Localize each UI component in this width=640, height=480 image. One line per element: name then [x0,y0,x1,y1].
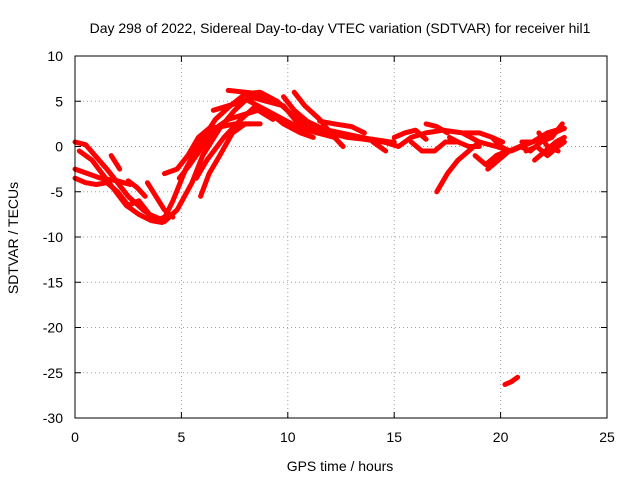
series-track-24 [434,139,482,195]
y-axis-label: SDTVAR / TECUs [5,182,21,294]
series-track-11 [193,103,259,181]
series-track-14 [247,98,338,140]
x-tick-label: 20 [493,429,509,445]
series-track-35 [536,130,561,154]
series-track-6 [125,178,148,199]
series-track-34 [517,121,565,154]
series-track-19 [327,130,397,145]
series-track-5 [108,153,123,172]
series-group [72,87,567,387]
x-tick-label: 25 [599,429,615,445]
series-track-25 [447,134,482,149]
series-track-18 [317,118,367,136]
series-track-10 [198,121,263,199]
series-track-20 [370,139,389,154]
series-track-17 [281,94,325,131]
series-track-27 [472,148,510,168]
series-track-29 [489,134,512,154]
series-track-7 [144,180,176,220]
y-tick-label: -15 [43,274,63,290]
x-axis-label: GPS time / hours [287,458,394,474]
y-tick-label: -5 [51,184,64,200]
axis-ticks: 0 5 10 15 20 25 -30 -25 -20 -15 -10 -5 0 5 10 [43,48,615,445]
chart-title: Day 298 of 2022, Sidereal Day-to-day VTE… [90,20,591,36]
x-tick-label: 0 [71,429,79,445]
series-track-3 [72,175,174,222]
series-track-30 [502,374,521,387]
y-tick-label: -25 [43,365,63,381]
y-tick-label: -30 [43,410,63,426]
series-track-9 [176,107,276,181]
series-track-28 [485,144,523,172]
x-tick-label: 10 [280,429,296,445]
y-tick-label: 10 [47,48,63,64]
series-track-15 [264,107,316,140]
series-track-12 [210,94,276,113]
x-tick-label: 5 [178,429,186,445]
series-track-23 [423,121,450,136]
series-track-8 [161,121,252,177]
y-tick-label: 5 [55,93,63,109]
y-tick-label: -20 [43,320,63,336]
series-track-4 [72,166,133,187]
y-tick-label: -10 [43,229,63,245]
x-tick-label: 15 [386,429,402,445]
series-track-13 [225,87,265,97]
series-track-22 [408,139,459,154]
y-tick-label: 0 [55,139,63,155]
series-track-21 [391,127,429,142]
grid [75,56,607,418]
